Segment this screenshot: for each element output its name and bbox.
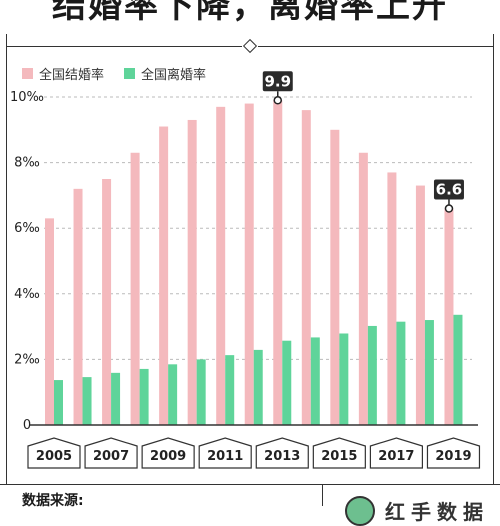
bar-marriage: [444, 208, 454, 425]
bar-divorce: [310, 337, 320, 425]
bar-marriage: [187, 119, 197, 426]
x-tick-tab: [312, 437, 366, 469]
bar-marriage: [415, 185, 425, 425]
bar-marriage: [216, 106, 226, 425]
callout-box: [262, 71, 293, 92]
y-tick-label: 8‰: [14, 156, 40, 171]
x-tick-label: 2007: [93, 449, 129, 464]
x-tick-label: 2005: [36, 449, 72, 464]
bar-divorce: [225, 355, 235, 425]
legend-swatch-divorce: [124, 68, 136, 79]
y-tick-label: 10‰: [10, 90, 44, 105]
page-title: 结婚率下降，离婚率上升: [52, 0, 448, 26]
y-tick-label: 0: [23, 418, 31, 433]
bar-marriage: [330, 129, 340, 426]
callout-label: 9.9: [264, 72, 291, 90]
bar-divorce: [367, 325, 377, 425]
legend-item-marriage: 全国结婚率: [22, 64, 104, 83]
callout-box: [433, 179, 464, 200]
callout-label: 6.6: [436, 181, 463, 199]
x-tick-label: 2019: [435, 449, 471, 464]
legend-swatch-marriage: [22, 68, 33, 79]
x-tick-tab: [27, 437, 81, 469]
bar-divorce: [424, 320, 434, 425]
frame-border-right: [493, 34, 494, 484]
brand-logo-icon: [345, 496, 375, 526]
bar-marriage: [102, 179, 112, 425]
bar-divorce: [111, 372, 121, 425]
chart-legend: 全国结婚率 全国离婚率: [22, 64, 206, 83]
bar-marriage: [387, 172, 397, 425]
legend-label-divorce: 全国离婚率: [141, 68, 207, 83]
x-tick-label: 2009: [150, 449, 186, 464]
brand-name: 红手数据: [385, 500, 489, 524]
x-tick-tab: [84, 437, 138, 469]
x-tick-tab: [255, 437, 309, 469]
bar-divorce: [82, 377, 92, 425]
bar-divorce: [196, 359, 206, 425]
title-divider-right: [258, 46, 494, 47]
bar-marriage: [130, 152, 140, 425]
bar-marriage: [301, 110, 311, 426]
x-tick-tab: [198, 437, 252, 469]
x-tick-label: 2017: [378, 449, 414, 464]
legend-item-divorce: 全国离婚率: [124, 64, 206, 83]
x-tick-tab: [426, 437, 481, 469]
bar-marriage: [273, 100, 283, 425]
data-source-label: 数据来源:: [22, 493, 84, 509]
x-tick-tab: [369, 437, 423, 469]
y-tick-label: 6‰: [14, 221, 40, 236]
bar-marriage: [159, 126, 169, 426]
bar-divorce: [139, 368, 149, 425]
footer-divider-line: [0, 484, 500, 485]
bar-chart: 0 2‰ 4‰ 6‰ 8‰ 10‰ 9.9 6.6 2005 2007 2009 2011 2013 20…: [10, 71, 481, 469]
bar-marriage: [73, 188, 83, 425]
y-tick-label: 4‰: [14, 287, 40, 302]
title-area: 结婚率下降，离婚率上升: [0, 0, 500, 30]
footer-vertical-divider: [322, 484, 323, 506]
x-tick-label: 2013: [264, 449, 300, 464]
bar-divorce: [54, 380, 63, 425]
bar-divorce: [396, 321, 406, 425]
frame-border-left: [6, 34, 7, 484]
bar-marriage: [244, 103, 254, 425]
bar-divorce: [339, 333, 349, 425]
legend-label-marriage: 全国结婚率: [39, 68, 105, 83]
bar-divorce: [253, 349, 263, 425]
callout-marker: [444, 204, 454, 213]
y-tick-label: 2‰: [14, 352, 40, 367]
x-tick-label: 2015: [321, 449, 357, 464]
x-tick-label: 2011: [207, 449, 243, 464]
bar-divorce: [453, 314, 463, 425]
x-tick-tab: [141, 437, 195, 469]
callout-marker: [273, 96, 283, 105]
bar-marriage: [45, 218, 54, 425]
bar-divorce: [282, 340, 292, 425]
bar-marriage: [358, 152, 368, 425]
bar-divorce: [168, 364, 178, 425]
title-divider-left: [6, 46, 242, 47]
